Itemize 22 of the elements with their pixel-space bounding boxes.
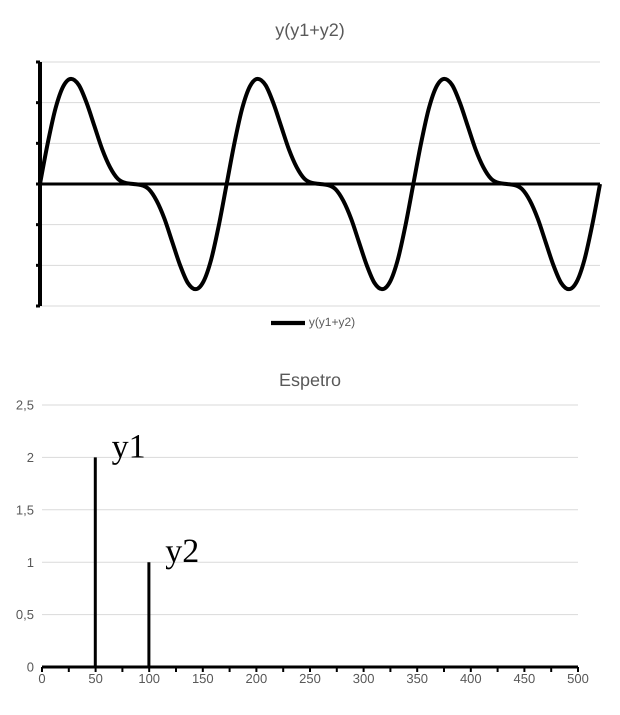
annotation: y1 [112, 428, 146, 466]
annotation: y2 [165, 533, 200, 570]
x-tick-label: 200 [246, 671, 268, 686]
y-tick-label: 2,5 [16, 398, 34, 413]
x-tick-label: 450 [514, 671, 536, 686]
y-tick-label: 0 [26, 660, 34, 675]
chart-title: Espetro [278, 369, 342, 392]
x-tick-label: 0 [38, 671, 46, 686]
x-tick-label: 500 [567, 671, 589, 686]
x-tick-label: 300 [352, 671, 374, 686]
chart-title: y(y1+y2) [274, 19, 346, 42]
y-tick-label: 2 [26, 450, 34, 466]
y-tick-label: 1 [26, 554, 34, 570]
legend-label: y(y1+y2) [308, 315, 356, 330]
x-tick-label: 50 [88, 671, 103, 686]
y-tick-label: 1,5 [16, 502, 34, 518]
y-tick-label: 0,5 [16, 607, 34, 622]
x-tick-label: 400 [460, 671, 482, 686]
x-tick-label: 150 [192, 671, 214, 686]
x-tick-label: 350 [406, 671, 428, 686]
x-tick-label: 250 [299, 671, 321, 686]
x-tick-label: 100 [138, 671, 160, 686]
